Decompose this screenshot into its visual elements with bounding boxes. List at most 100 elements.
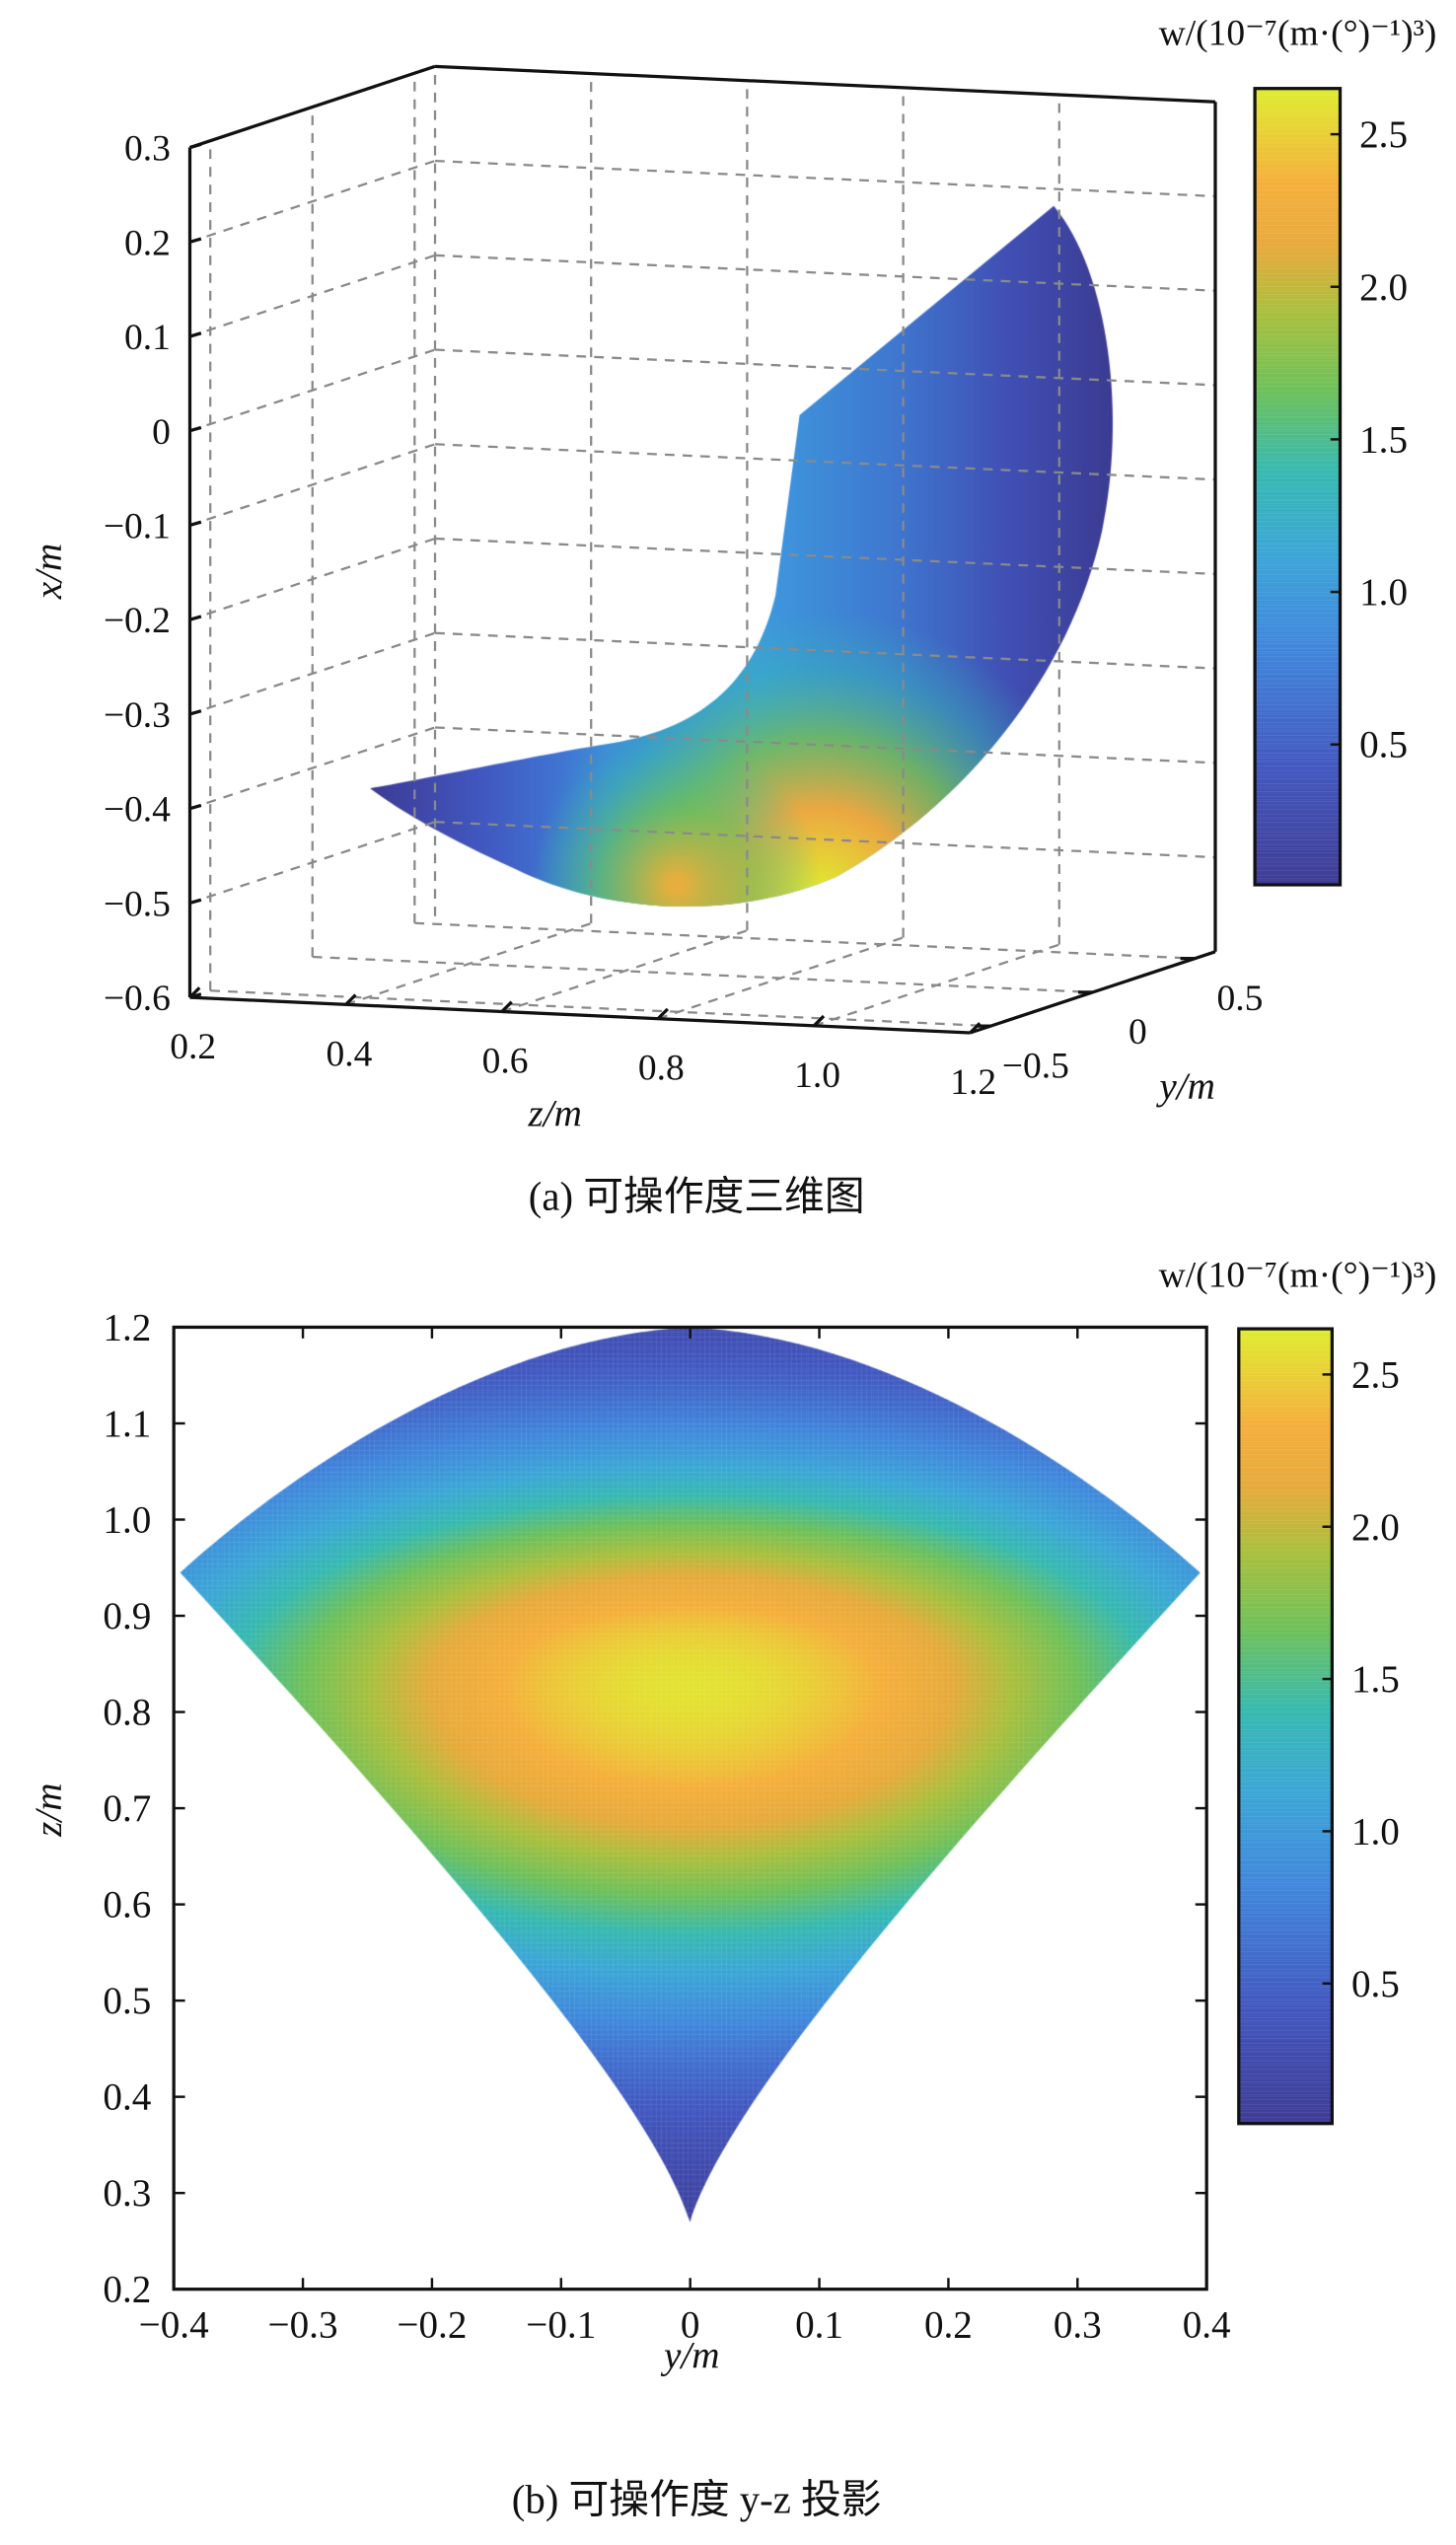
colorbar-tick-label: 1.5	[1359, 418, 1408, 461]
x-tick-label: −0.3	[268, 2304, 338, 2347]
colorbar-tick-label: 1.0	[1359, 571, 1408, 614]
x-tick-label: −0.1	[526, 2304, 596, 2347]
z-tick-label: 0.6	[482, 1041, 529, 1081]
y-axis-label-yz: y/m	[660, 2335, 720, 2377]
x-tick	[189, 237, 202, 244]
y-tick-label: 0.9	[103, 1595, 151, 1637]
colorbar-tick-label: 2.0	[1351, 1506, 1400, 1549]
z-tick-label: 1.0	[794, 1055, 840, 1096]
colorbar-tick-label: 2.5	[1359, 113, 1408, 156]
colorbar-tick-label: 2.5	[1351, 1353, 1400, 1396]
colorbar-tick-label: 0.5	[1351, 1963, 1400, 2005]
z-axis-line	[189, 995, 971, 1035]
x-tick	[189, 331, 202, 338]
x-tick-label: −0.3	[104, 695, 171, 736]
x-axis-label-3d: x/m	[28, 544, 70, 601]
y-tick-label: 1.1	[103, 1403, 151, 1445]
gridline-back-wall	[434, 348, 1216, 387]
z-tick-label: 0.4	[326, 1034, 372, 1074]
y-axis-label-3d: y/m	[1155, 1065, 1215, 1108]
y-tick-label: 0.5	[103, 1980, 151, 2022]
x-tick-label: 0.2	[924, 2304, 973, 2347]
x-tick-label: 0	[152, 412, 171, 453]
y-tick-label: 1.0	[103, 1499, 151, 1542]
z-tick	[500, 1000, 513, 1013]
box-edge-top-back	[434, 64, 1216, 104]
colorbar-label-yz: w/(10⁻⁷(m·(°)⁻¹)³)	[1159, 1256, 1437, 1296]
colorbar-3d	[1253, 87, 1343, 887]
x-tick	[189, 142, 202, 150]
gridline-back-wall	[434, 254, 1216, 292]
z-tick	[188, 986, 201, 999]
gridline-back-wall	[434, 726, 1216, 764]
z-tick-label: 1.2	[950, 1062, 996, 1103]
y-tick-label: 0	[1128, 1012, 1147, 1053]
chart-3d: 0.3 0.2 0.1 0 −0.1 −0.2 −0.3 −0.4 −0.5 −0.6 0.2 0.4…	[104, 64, 1408, 1103]
colorbar-yz	[1237, 1327, 1335, 2126]
y-tick-label: −0.5	[1002, 1046, 1069, 1086]
colorbar-tick-label: 1.0	[1351, 1810, 1400, 1853]
colorbar-tick-label: 2.0	[1359, 266, 1408, 309]
colorbar-label-3d: w/(10⁻⁷(m·(°)⁻¹)³)	[1159, 14, 1437, 54]
y-tick-label: 1.2	[103, 1306, 151, 1348]
gridline-floor	[345, 922, 592, 1006]
gridline-back-wall	[434, 443, 1216, 481]
x-tick-label: −0.6	[104, 979, 171, 1019]
z-tick-label: 0.2	[170, 1027, 216, 1067]
x-tick-label: 0	[681, 2304, 700, 2347]
gridline-back-wall	[434, 159, 1216, 198]
x-tick	[189, 425, 202, 433]
colorbar-tick-label: 0.5	[1359, 724, 1408, 766]
x-tick	[189, 803, 202, 811]
caption-b: (b) 可操作度 y-z 投影	[512, 2477, 882, 2521]
y-tick-label: 0.4	[103, 2076, 151, 2119]
y-tick-label: 0.2	[103, 2269, 151, 2311]
gridline-left-wall	[189, 726, 436, 810]
x-tick-label: 0.4	[1183, 2304, 1231, 2347]
y-tick-label: 0.5	[1216, 979, 1263, 1019]
y-tick-label: 0.3	[103, 2172, 151, 2215]
x-tick	[189, 520, 202, 528]
x-tick-label: −0.2	[104, 601, 171, 641]
z-axis-label-yz: z/m	[28, 1783, 70, 1838]
gridline-left-wall	[189, 160, 436, 244]
z-tick-label: 0.8	[638, 1049, 685, 1089]
y-axis-line	[969, 950, 1216, 1035]
caption-a: (a) 可操作度三维图	[529, 1174, 865, 1218]
z-axis-label-3d: z/m	[528, 1093, 582, 1135]
colorbar-tick-label: 1.5	[1351, 1658, 1400, 1701]
x-tick-label: −0.4	[139, 2304, 209, 2347]
gridline-floor	[414, 921, 1196, 960]
y-tick-label: 0.8	[103, 1692, 151, 1734]
x-tick-label: 0.3	[1054, 2304, 1102, 2347]
x-tick-label: −0.5	[104, 884, 171, 924]
gridline-back-wall	[434, 821, 1216, 859]
gridline-left-wall	[189, 443, 436, 527]
gridline-floor	[501, 929, 748, 1013]
plot-area-frame	[172, 1325, 1208, 2291]
x-tick-label: 0.3	[124, 129, 171, 170]
z-tick	[813, 1014, 826, 1027]
x-tick-label: 0.1	[124, 318, 171, 358]
box-edge-top-left	[188, 64, 436, 150]
gridline-back-wall	[434, 631, 1216, 670]
gridline-back-wall	[434, 537, 1216, 576]
z-tick	[656, 1007, 669, 1020]
x-tick-label: 0.2	[124, 223, 171, 263]
x-tick-label: −0.4	[104, 790, 171, 831]
gridline-floor	[210, 989, 991, 1028]
y-tick-label: 0.7	[103, 1787, 151, 1830]
x-tick	[189, 709, 202, 716]
x-tick	[189, 615, 202, 621]
x-tick-label: −0.2	[397, 2304, 467, 2347]
z-tick	[344, 993, 357, 1006]
x-tick	[189, 898, 202, 905]
x-tick-label: 0.1	[795, 2304, 843, 2347]
y-tick-label: 0.6	[103, 1884, 151, 1927]
x-tick-label: −0.1	[104, 507, 171, 547]
gridline-floor	[312, 955, 1093, 994]
chart-yz: −0.4 −0.3 −0.2 −0.1 0 0.1 0.2 0.3 0.4 1.2 1.1 1.0 0.…	[103, 1306, 1399, 2346]
